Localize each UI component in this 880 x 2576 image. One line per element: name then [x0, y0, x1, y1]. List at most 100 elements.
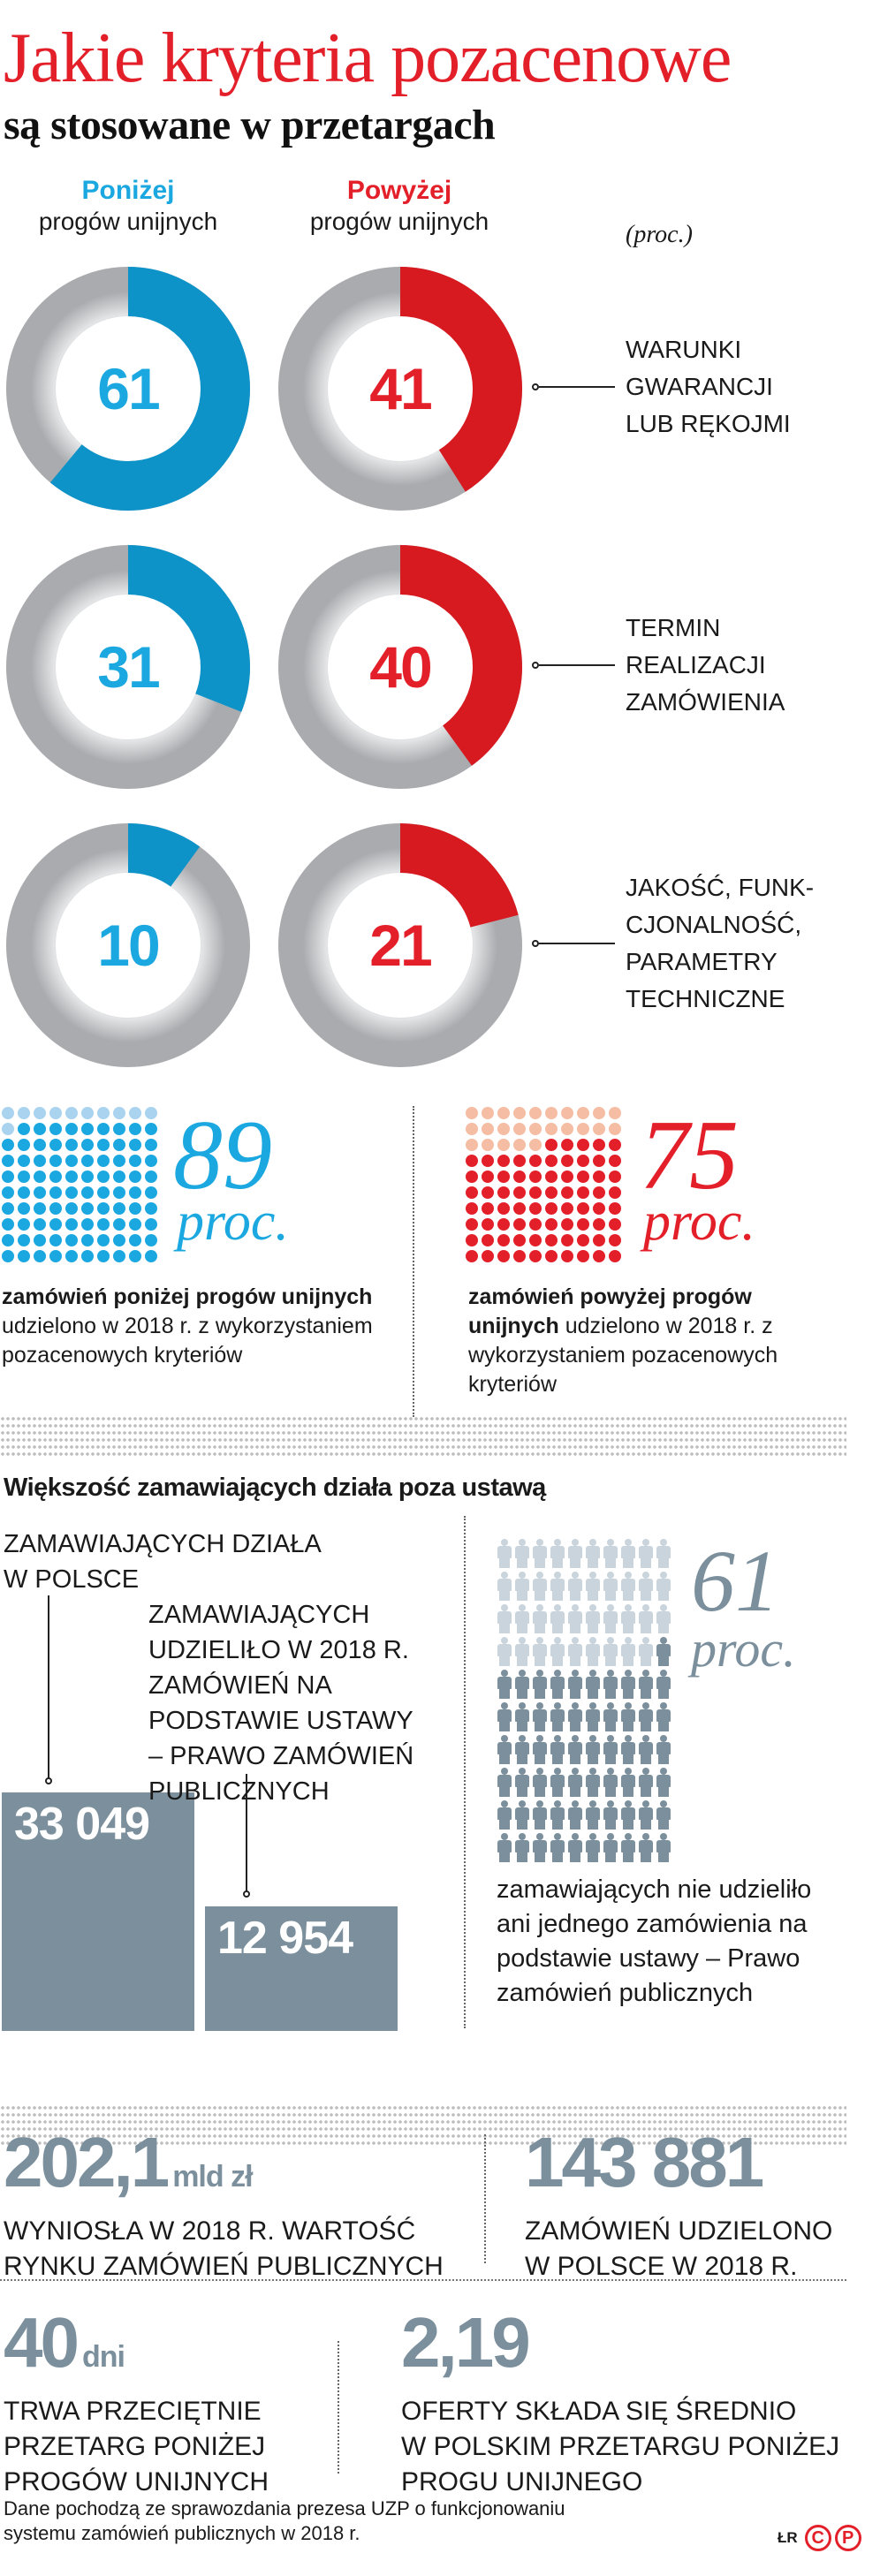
stat-caption-line: ZAMÓWIEŃ UDZIELONO	[525, 2216, 833, 2246]
dot	[529, 1107, 542, 1119]
dot	[561, 1186, 573, 1199]
dot	[609, 1171, 621, 1183]
person-icon	[603, 1604, 618, 1633]
donut-below: 31	[6, 545, 250, 789]
dot	[18, 1202, 30, 1215]
dot	[497, 1123, 510, 1135]
share-below-caption: zamówień poniżej progów unijnych udzielo…	[2, 1283, 373, 1370]
dot	[113, 1234, 125, 1246]
dot	[529, 1139, 542, 1151]
dot	[513, 1123, 526, 1135]
person-icon	[568, 1637, 582, 1666]
dot	[2, 1139, 14, 1151]
source-line: Dane pochodzą ze sprawozdania prezesa UZ…	[4, 2497, 565, 2519]
bar1-label-line: ZAMAWIAJĄCYCH DZIAŁA	[4, 1530, 322, 1558]
person-icon	[497, 1604, 512, 1633]
divider	[464, 1516, 466, 2028]
bar2-label-line: – PRAWO ZAMÓWIEŃ	[148, 1742, 414, 1770]
stat-unit: dni	[81, 2340, 125, 2374]
stat-caption-line: W POLSKIM PRZETARGU PONIŻEJ	[401, 2432, 840, 2461]
person-icon	[515, 1702, 529, 1731]
dot	[145, 1139, 157, 1151]
dot	[49, 1155, 62, 1167]
person-icon	[550, 1768, 565, 1797]
person-icon	[621, 1572, 635, 1601]
person-icon	[568, 1768, 582, 1797]
dot	[97, 1171, 110, 1183]
person-icon	[515, 1735, 529, 1764]
person-icon	[533, 1604, 547, 1633]
stat-caption-line: W POLSCE W 2018 R.	[525, 2252, 798, 2281]
criterion-label-line: REALIZACJI	[626, 651, 766, 678]
dot	[577, 1186, 589, 1199]
dot	[545, 1155, 558, 1167]
person-icon	[550, 1604, 565, 1633]
dot	[49, 1139, 62, 1151]
bar-33049: 33 049	[2, 1792, 194, 2031]
dot-grid-above	[466, 1107, 621, 1262]
dot	[482, 1234, 494, 1246]
share-above-caption: zamówień powyżej progów unijnych udzielo…	[468, 1283, 839, 1399]
dot	[561, 1155, 573, 1167]
dot	[81, 1218, 94, 1231]
person-icon	[656, 1702, 671, 1731]
person-icon	[621, 1670, 635, 1699]
dot	[129, 1250, 141, 1262]
dot	[65, 1171, 78, 1183]
person-icon	[621, 1833, 635, 1862]
dot	[577, 1171, 589, 1183]
logo-c-icon: C	[804, 2525, 831, 2551]
dot	[2, 1155, 14, 1167]
divider	[484, 2134, 486, 2263]
person-icon	[515, 1604, 529, 1633]
criterion-label-line: TECHNICZNE	[626, 985, 785, 1012]
person-icon	[621, 1768, 635, 1797]
logo-p-icon: P	[834, 2525, 861, 2551]
dot	[18, 1171, 30, 1183]
stat-orders-count: 143 881 ZAMÓWIEŃ UDZIELONO W POLSCE W 20…	[525, 2127, 832, 2284]
share-above-caption-bold: zamówień powyżej progów unijnych	[468, 1284, 752, 1338]
dot	[97, 1234, 110, 1246]
people-share-value: 61	[691, 1532, 779, 1630]
bar2-label-line: ZAMAWIAJĄCYCH	[148, 1601, 370, 1629]
dot	[34, 1186, 46, 1199]
dot	[97, 1155, 110, 1167]
person-icon	[550, 1800, 565, 1830]
column-heading-above: Powyżej progów unijnych	[267, 175, 532, 237]
dot	[113, 1250, 125, 1262]
person-icon	[639, 1833, 653, 1862]
dot	[609, 1202, 621, 1215]
dot	[145, 1218, 157, 1231]
person-icon	[603, 1800, 618, 1830]
dot	[18, 1186, 30, 1199]
bar1-label-line: W POLSCE	[4, 1565, 140, 1594]
person-icon	[497, 1735, 512, 1764]
dot	[97, 1250, 110, 1262]
dot	[466, 1139, 478, 1151]
person-icon	[568, 1604, 582, 1633]
bar-12954: 12 954	[205, 1906, 398, 2031]
dot	[593, 1250, 605, 1262]
person-icon	[603, 1768, 618, 1797]
person-icon	[586, 1539, 600, 1568]
dot	[593, 1186, 605, 1199]
ring-icon	[6, 823, 250, 1067]
dot	[18, 1123, 30, 1135]
person-icon	[603, 1702, 618, 1731]
dot	[609, 1123, 621, 1135]
connector-dot	[532, 662, 539, 669]
stat-caption-line: PROGÓW UNIJNYCH	[4, 2467, 269, 2496]
dot	[609, 1107, 621, 1119]
dot	[49, 1171, 62, 1183]
dot	[482, 1250, 494, 1262]
dot	[145, 1234, 157, 1246]
dot	[577, 1218, 589, 1231]
dot	[145, 1155, 157, 1167]
dot	[466, 1186, 478, 1199]
person-icon	[568, 1702, 582, 1731]
dot-grid-below	[2, 1107, 157, 1262]
person-icon	[656, 1800, 671, 1830]
criterion-label-line: ZAMÓWIENIA	[626, 688, 785, 716]
dot	[113, 1155, 125, 1167]
dot	[561, 1218, 573, 1231]
